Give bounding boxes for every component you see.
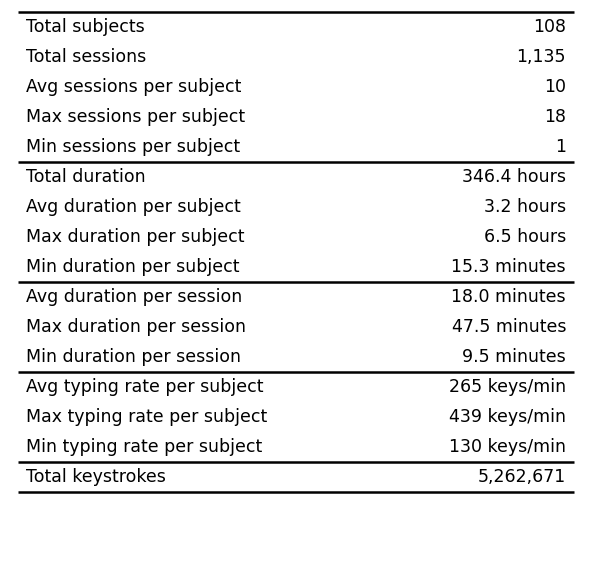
Text: Min duration per session: Min duration per session	[26, 348, 241, 366]
Text: Min typing rate per subject: Min typing rate per subject	[26, 438, 262, 456]
Text: Max typing rate per subject: Max typing rate per subject	[26, 408, 267, 426]
Text: 3.2 hours: 3.2 hours	[484, 198, 566, 216]
Text: Max duration per session: Max duration per session	[26, 318, 246, 336]
Text: 10: 10	[544, 78, 566, 96]
Text: 15.3 minutes: 15.3 minutes	[451, 258, 566, 276]
Text: 346.4 hours: 346.4 hours	[462, 168, 566, 186]
Text: 5,262,671: 5,262,671	[478, 468, 566, 486]
Text: Total subjects: Total subjects	[26, 18, 145, 36]
Text: Avg duration per subject: Avg duration per subject	[26, 198, 241, 216]
Text: Total duration: Total duration	[26, 168, 146, 186]
Text: Max duration per subject: Max duration per subject	[26, 228, 244, 246]
Text: 1,135: 1,135	[516, 48, 566, 66]
Text: 439 keys/min: 439 keys/min	[449, 408, 566, 426]
Text: Avg duration per session: Avg duration per session	[26, 288, 242, 306]
Text: 130 keys/min: 130 keys/min	[449, 438, 566, 456]
Text: Min sessions per subject: Min sessions per subject	[26, 138, 240, 156]
Text: 265 keys/min: 265 keys/min	[449, 378, 566, 396]
Text: 9.5 minutes: 9.5 minutes	[462, 348, 566, 366]
Text: 47.5 minutes: 47.5 minutes	[452, 318, 566, 336]
Text: Max sessions per subject: Max sessions per subject	[26, 108, 245, 126]
Text: Total sessions: Total sessions	[26, 48, 146, 66]
Text: Total keystrokes: Total keystrokes	[26, 468, 166, 486]
Text: 1: 1	[555, 138, 566, 156]
Text: Avg typing rate per subject: Avg typing rate per subject	[26, 378, 263, 396]
Text: 18.0 minutes: 18.0 minutes	[451, 288, 566, 306]
Text: 18: 18	[544, 108, 566, 126]
Text: Avg sessions per subject: Avg sessions per subject	[26, 78, 242, 96]
Text: Min duration per subject: Min duration per subject	[26, 258, 240, 276]
Text: 6.5 hours: 6.5 hours	[484, 228, 566, 246]
Text: 108: 108	[533, 18, 566, 36]
